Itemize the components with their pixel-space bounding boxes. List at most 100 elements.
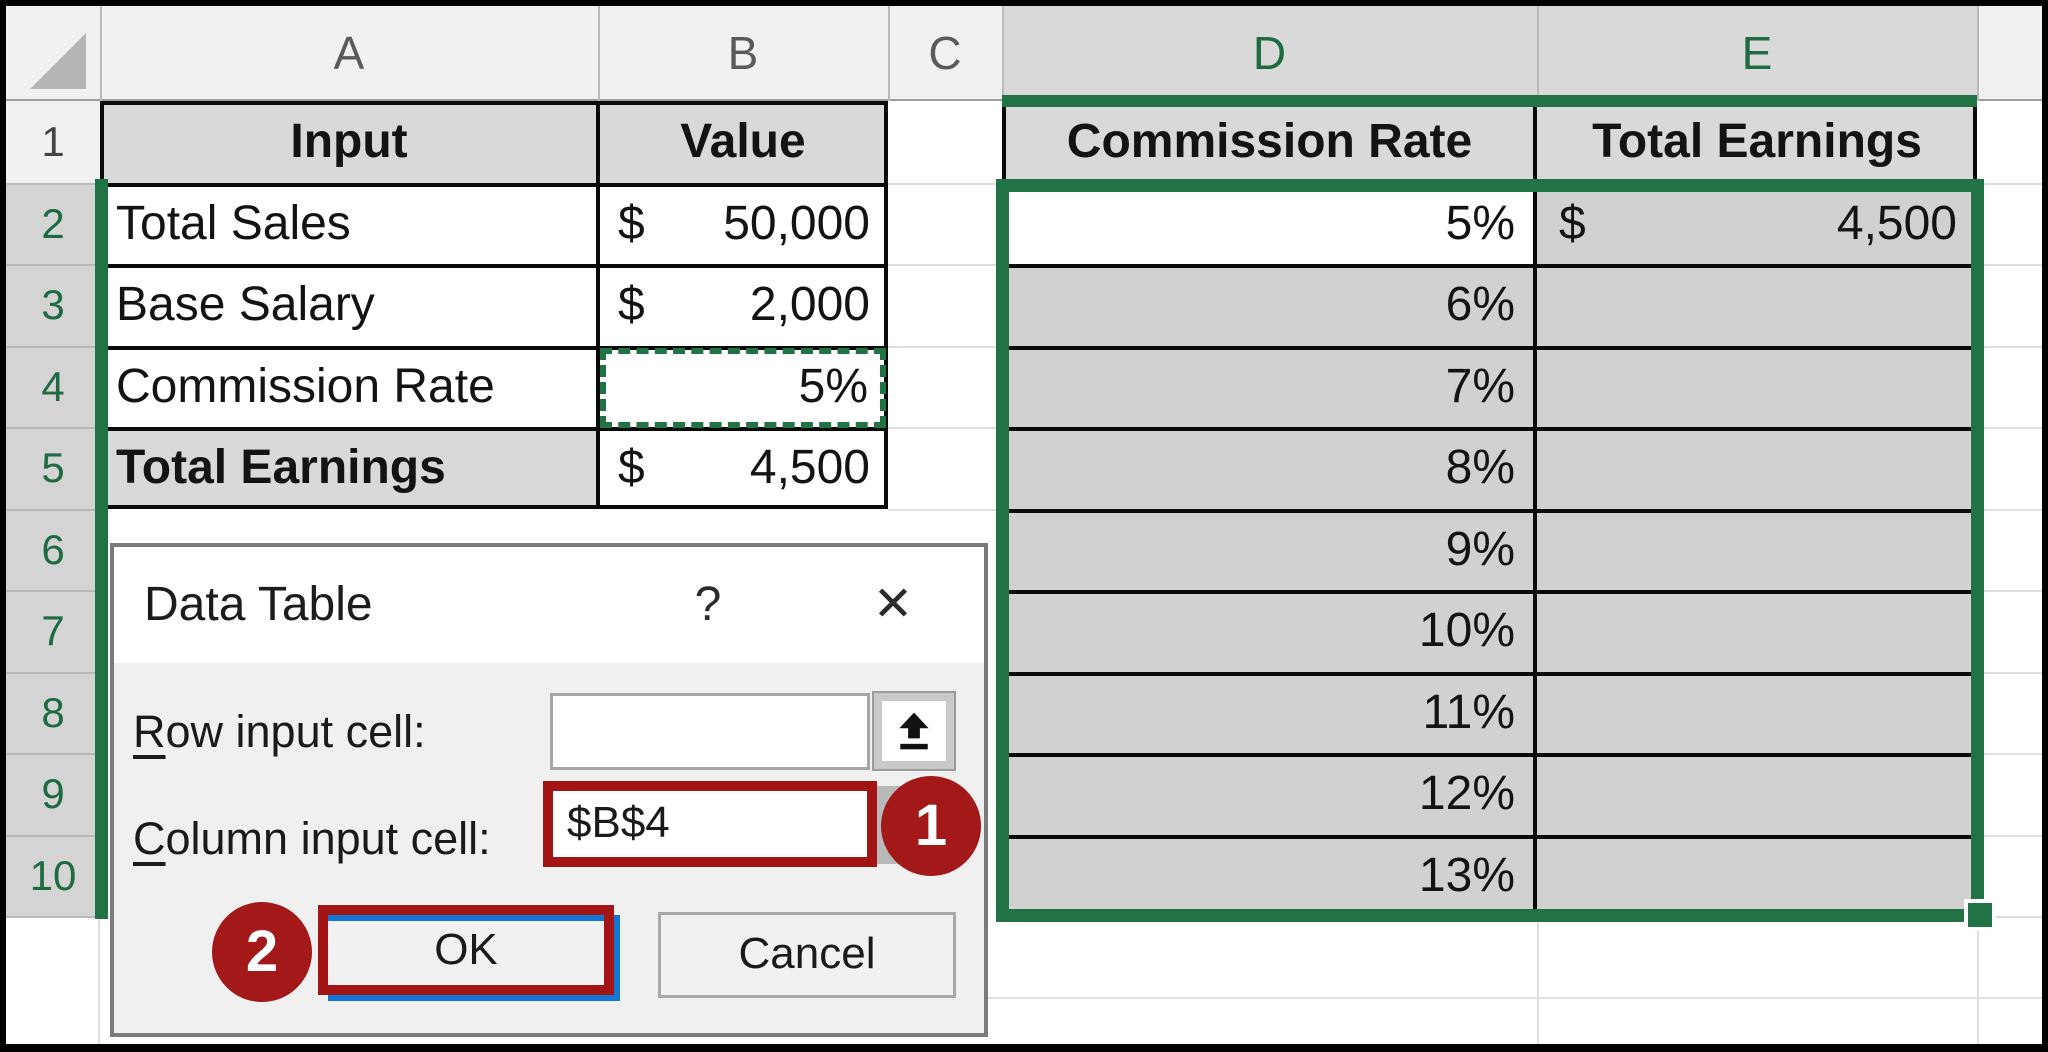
grid-line <box>1983 835 2042 837</box>
data-table-header-fill <box>1002 101 1977 183</box>
cell-b4[interactable]: 5% <box>798 360 868 413</box>
grid-line <box>1977 921 1979 1046</box>
grid-line <box>1983 427 2042 429</box>
cell-d3[interactable]: 6% <box>1445 278 1515 331</box>
header-line <box>6 672 100 674</box>
table-border <box>1002 672 1977 676</box>
row-header-6[interactable]: 6 <box>41 526 65 573</box>
grid-line <box>1983 753 2042 755</box>
annotation-badge-2: 2 <box>212 902 312 1002</box>
row-header-5[interactable]: 5 <box>41 444 65 491</box>
header-line <box>1537 6 1539 101</box>
cell-b5[interactable]: $4,500 <box>600 427 886 509</box>
dialog-title: Data Table <box>144 578 373 631</box>
cell-b2[interactable]: $50,000 <box>600 183 886 264</box>
table-border <box>1002 590 1977 594</box>
column-header-e[interactable]: E <box>1741 27 1773 79</box>
cell-d1[interactable]: Commission Rate <box>1066 115 1473 168</box>
selection-border-left <box>996 179 1009 922</box>
header-line <box>888 6 890 101</box>
selection-border-right <box>1971 179 1984 922</box>
cell-d6[interactable]: 9% <box>1445 523 1515 576</box>
row-header-2[interactable]: 2 <box>41 200 65 247</box>
cell-e1[interactable]: Total Earnings <box>1592 115 1922 168</box>
dialog-titlebar[interactable]: Data Table ? ✕ <box>114 547 984 663</box>
grid-line <box>1983 183 2042 185</box>
row-header-1[interactable]: 1 <box>41 118 65 165</box>
row-input-cell-field[interactable] <box>550 693 870 770</box>
header-line <box>6 590 100 592</box>
grid-line <box>888 509 1002 511</box>
ok-button-annotation-box: OK <box>318 905 614 995</box>
fill-handle[interactable] <box>1964 899 1996 931</box>
row-input-label: Row input cell: <box>133 693 426 770</box>
column-input-cell-field[interactable]: $B$4 <box>567 798 670 847</box>
selection-fill-e2 <box>1537 183 1977 264</box>
ok-button[interactable]: OK <box>328 915 604 985</box>
header-line <box>6 264 100 266</box>
cell-d8[interactable]: 11% <box>1422 686 1515 739</box>
row-header-8[interactable]: 8 <box>41 689 65 736</box>
column-header-d[interactable]: D <box>1252 27 1287 79</box>
image-border <box>0 0 2048 6</box>
close-icon[interactable]: ✕ <box>872 578 914 631</box>
table-border <box>100 264 888 268</box>
column-header-a[interactable]: A <box>333 27 365 79</box>
cell-b3[interactable]: $2,000 <box>600 264 886 346</box>
selection-border-top <box>996 179 1984 192</box>
column-header-c[interactable]: C <box>928 27 962 79</box>
cell-a5[interactable]: Total Earnings <box>116 441 446 494</box>
cell-d5[interactable]: 8% <box>1445 441 1515 494</box>
cell-a1[interactable]: Input <box>290 115 408 168</box>
table-border <box>100 427 888 431</box>
table-border <box>1002 346 1977 350</box>
collapse-dialog-button[interactable] <box>872 691 956 771</box>
cell-a3[interactable]: Base Salary <box>116 278 375 331</box>
amount: 4,500 <box>749 441 870 494</box>
grid-line <box>888 427 1002 429</box>
annotation-badge-1: 1 <box>881 776 981 876</box>
row-input-label-rest: ow input cell: <box>165 706 426 757</box>
currency-symbol: $ <box>618 441 645 494</box>
cell-d9[interactable]: 12% <box>1418 767 1515 820</box>
total-earnings-row-fill <box>100 427 598 509</box>
header-line <box>598 6 600 101</box>
table-border <box>1002 509 1977 513</box>
table-border <box>100 505 888 509</box>
grid-line <box>98 916 100 1046</box>
currency-symbol: $ <box>618 278 645 331</box>
row-header-10[interactable]: 10 <box>29 852 77 899</box>
row-header-4[interactable]: 4 <box>41 363 65 410</box>
table-border <box>1533 101 1537 916</box>
table-border <box>100 346 888 350</box>
cell-d10[interactable]: 13% <box>1418 849 1515 902</box>
column-header-selection-underline <box>1002 95 1977 107</box>
column-input-label: Column input cell: <box>133 799 491 879</box>
cell-e2[interactable]: $4,500 <box>1541 183 1973 264</box>
header-line <box>6 427 100 429</box>
cell-d2[interactable]: 5% <box>1445 197 1515 250</box>
row-header-strip <box>6 101 100 183</box>
select-all-corner-icon[interactable] <box>30 33 86 89</box>
row-header-7[interactable]: 7 <box>41 607 65 654</box>
cell-a4[interactable]: Commission Rate <box>116 360 495 413</box>
header-line <box>1002 6 1004 101</box>
grid-line <box>888 264 1002 266</box>
row-header-3[interactable]: 3 <box>41 281 65 328</box>
row-header-9[interactable]: 9 <box>41 770 65 817</box>
cancel-button[interactable]: Cancel <box>658 912 956 998</box>
table-border <box>1002 753 1977 757</box>
grid-line <box>988 997 2042 999</box>
column-input-label-accel: C <box>133 813 166 864</box>
help-button[interactable]: ? <box>694 578 722 631</box>
cell-b1[interactable]: Value <box>680 115 806 168</box>
cell-d4[interactable]: 7% <box>1445 360 1515 413</box>
header-line <box>6 916 100 918</box>
cell-d7[interactable]: 10% <box>1418 604 1515 657</box>
column-header-b[interactable]: B <box>727 27 759 79</box>
cell-a2[interactable]: Total Sales <box>116 197 351 250</box>
row-input-label-accel: R <box>133 706 166 757</box>
currency-symbol: $ <box>1559 197 1586 250</box>
row-header-selected-strip <box>6 183 100 916</box>
table-border <box>1002 427 1977 431</box>
